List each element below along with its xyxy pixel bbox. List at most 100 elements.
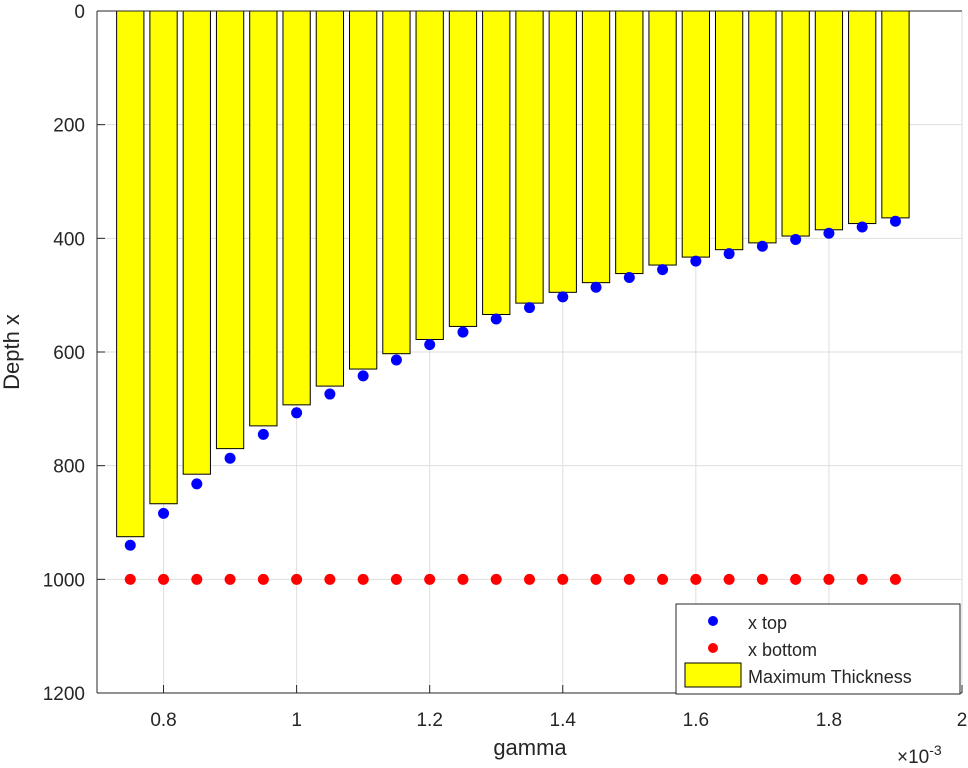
point-x-top xyxy=(357,370,369,382)
axes xyxy=(96,10,963,694)
bar-maximum-thickness xyxy=(482,10,511,315)
point-x-top xyxy=(124,539,136,551)
point-x-top xyxy=(291,407,303,419)
point-x-top xyxy=(790,233,802,245)
point-x-top xyxy=(623,272,635,284)
point-x-bottom xyxy=(390,573,402,585)
y-tick-label: 400 xyxy=(53,229,85,250)
x-tick-label: 1.8 xyxy=(816,710,842,731)
point-x-top xyxy=(257,428,269,440)
bar-maximum-thickness xyxy=(116,10,145,538)
point-x-top xyxy=(590,281,602,293)
legend-label-maximum-thickness: Maximum Thickness xyxy=(748,667,912,687)
point-x-top xyxy=(490,313,502,325)
y-tick-label: 800 xyxy=(53,457,85,478)
point-x-bottom xyxy=(457,573,469,585)
points xyxy=(124,215,901,585)
point-x-bottom xyxy=(424,573,436,585)
x-tick-label: 1 xyxy=(291,710,302,731)
bar-maximum-thickness xyxy=(548,10,577,293)
y-tick-label: 200 xyxy=(53,116,85,137)
tick-labels: 0.8 1 1.2 1.4 1.6 1.8 2 0 200 400 600 800 1000 1200 xyxy=(43,2,968,731)
x-tick-label: 1.4 xyxy=(550,710,577,731)
bar-maximum-thickness xyxy=(814,10,844,231)
bar-maximum-thickness xyxy=(881,10,910,219)
bar-maximum-thickness xyxy=(282,10,311,406)
point-x-top xyxy=(557,291,569,303)
point-x-top xyxy=(889,215,901,227)
y-tick-label: 1200 xyxy=(43,684,85,705)
point-x-top xyxy=(524,302,535,314)
bar-maximum-thickness xyxy=(681,10,710,258)
bar-maximum-thickness xyxy=(648,10,677,266)
point-x-top xyxy=(723,248,735,260)
point-x-bottom xyxy=(623,573,635,585)
legend-marker-x-top xyxy=(708,616,718,626)
legend-label-x-bottom: x bottom xyxy=(748,640,817,660)
x-exponent-label: ×10-3 xyxy=(897,742,942,768)
point-x-top xyxy=(324,388,336,400)
point-x-bottom xyxy=(324,573,336,585)
point-x-bottom xyxy=(723,573,735,585)
bar-maximum-thickness xyxy=(382,10,411,355)
point-x-bottom xyxy=(856,573,868,585)
point-x-bottom xyxy=(224,573,236,585)
point-x-top xyxy=(756,240,768,252)
bar-maximum-thickness xyxy=(581,10,611,284)
point-x-bottom xyxy=(590,573,602,585)
bar-maximum-thickness xyxy=(182,10,211,475)
bar-maximum-thickness xyxy=(714,10,744,251)
bar-maximum-thickness xyxy=(615,10,644,275)
bar-maximum-thickness xyxy=(249,10,278,427)
bar-maximum-thickness xyxy=(781,10,810,237)
point-x-top xyxy=(823,227,835,239)
x-tick-label: 0.8 xyxy=(150,710,176,731)
point-x-top xyxy=(224,452,236,464)
legend-swatch-maximum-thickness xyxy=(684,662,742,688)
bar-maximum-thickness xyxy=(748,10,777,244)
point-x-top xyxy=(191,478,203,490)
legend-marker-x-bottom xyxy=(708,643,718,653)
point-x-top xyxy=(424,339,436,351)
legend: x top x bottom Maximum Thickness xyxy=(675,603,961,695)
point-x-bottom xyxy=(557,573,569,585)
point-x-bottom xyxy=(257,573,269,585)
bar-maximum-thickness xyxy=(448,10,478,327)
point-x-bottom xyxy=(657,573,669,585)
bars xyxy=(116,10,910,538)
bar-maximum-thickness xyxy=(315,10,345,387)
y-tick-label: 1000 xyxy=(43,570,85,591)
point-x-bottom xyxy=(756,573,768,585)
point-x-top xyxy=(690,255,702,267)
legend-label-x-top: x top xyxy=(748,613,787,633)
y-tick-label: 0 xyxy=(74,2,85,23)
bar-maximum-thickness xyxy=(215,10,245,450)
point-x-top xyxy=(158,507,170,519)
bar-maximum-thickness xyxy=(515,10,544,304)
y-axis-label: Depth x xyxy=(0,314,24,390)
x-exponent-power: -3 xyxy=(929,742,942,758)
point-x-bottom xyxy=(158,573,170,585)
point-x-bottom xyxy=(357,573,369,585)
point-x-top xyxy=(657,264,669,276)
point-x-bottom xyxy=(790,573,802,585)
point-x-bottom xyxy=(524,573,535,585)
y-tick-label: 600 xyxy=(53,343,85,364)
point-x-top xyxy=(856,221,868,233)
point-x-bottom xyxy=(690,573,702,585)
x-tick-label: 1.6 xyxy=(683,710,709,731)
point-x-bottom xyxy=(889,573,901,585)
point-x-bottom xyxy=(823,573,835,585)
point-x-top xyxy=(390,354,402,366)
x-tick-label: 1.2 xyxy=(416,710,442,731)
bar-maximum-thickness xyxy=(349,10,378,370)
bar-maximum-thickness xyxy=(149,10,178,505)
x-axis-label: gamma xyxy=(493,735,567,760)
bar-maximum-thickness xyxy=(848,10,877,225)
point-x-bottom xyxy=(490,573,502,585)
point-x-top xyxy=(457,326,469,338)
bar-maximum-thickness xyxy=(415,10,444,340)
point-x-bottom xyxy=(191,573,203,585)
x-exponent-base: ×10 xyxy=(897,747,929,768)
